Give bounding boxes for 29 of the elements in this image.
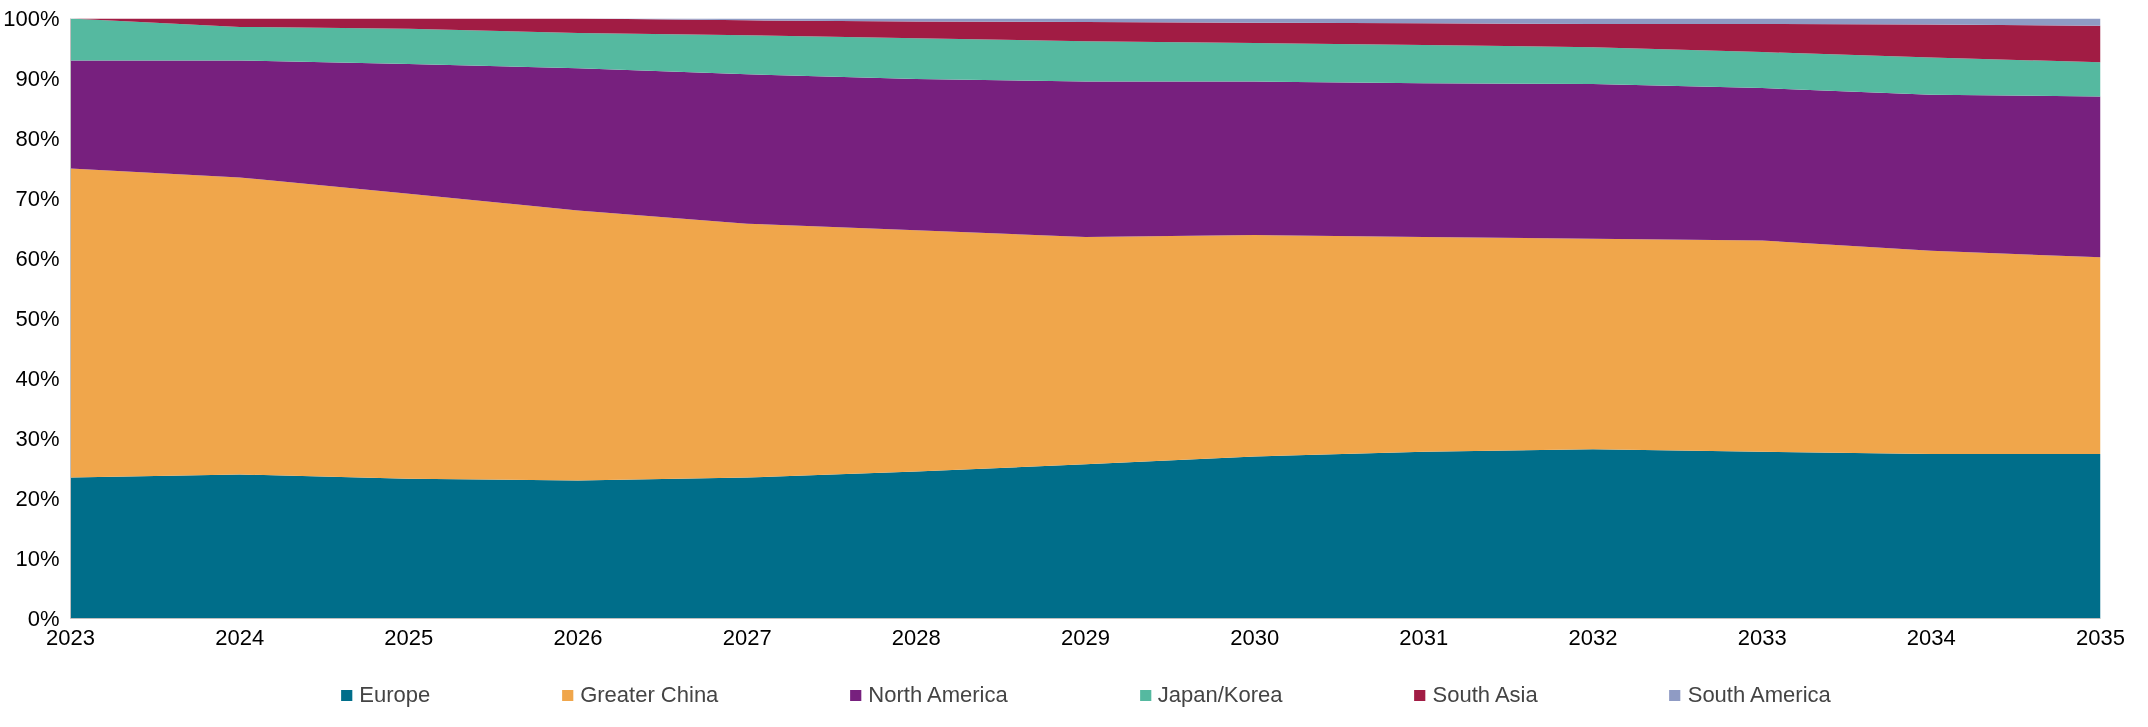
legend-label: South America bbox=[1687, 682, 1831, 709]
x-tick-label: 2024 bbox=[215, 624, 265, 650]
y-tick-label: 90% bbox=[15, 66, 60, 91]
y-tick-label: 100% bbox=[3, 6, 60, 31]
x-tick-label: 2025 bbox=[384, 624, 434, 650]
y-tick-label: 60% bbox=[15, 246, 60, 271]
legend-label: Europe bbox=[359, 682, 431, 709]
x-tick-label: 2031 bbox=[1399, 624, 1449, 650]
x-tick-label: 2035 bbox=[2076, 624, 2125, 650]
y-tick-label: 0% bbox=[27, 606, 60, 631]
legend-label: North America bbox=[868, 682, 1008, 709]
x-tick-label: 2026 bbox=[553, 624, 603, 650]
x-tick-label: 2034 bbox=[1906, 624, 1956, 650]
x-tick-label: 2028 bbox=[891, 624, 941, 650]
y-tick-label: 40% bbox=[15, 366, 60, 391]
y-tick-label: 10% bbox=[15, 546, 60, 571]
y-tick-label: 70% bbox=[15, 186, 60, 211]
legend-label: South Asia bbox=[1432, 682, 1538, 709]
x-tick-label: 2030 bbox=[1230, 624, 1280, 650]
x-tick-label: 2029 bbox=[1061, 624, 1110, 650]
legend-label: Greater China bbox=[580, 682, 719, 709]
y-tick-label: 80% bbox=[15, 126, 60, 151]
y-tick-label: 30% bbox=[15, 426, 60, 451]
legend-label: Japan/Korea bbox=[1157, 682, 1283, 709]
x-tick-label: 2032 bbox=[1568, 624, 1618, 650]
y-tick-label: 20% bbox=[15, 486, 60, 511]
x-tick-label: 2027 bbox=[722, 624, 772, 650]
y-tick-label: 50% bbox=[15, 306, 60, 331]
x-tick-label: 2033 bbox=[1737, 624, 1787, 650]
